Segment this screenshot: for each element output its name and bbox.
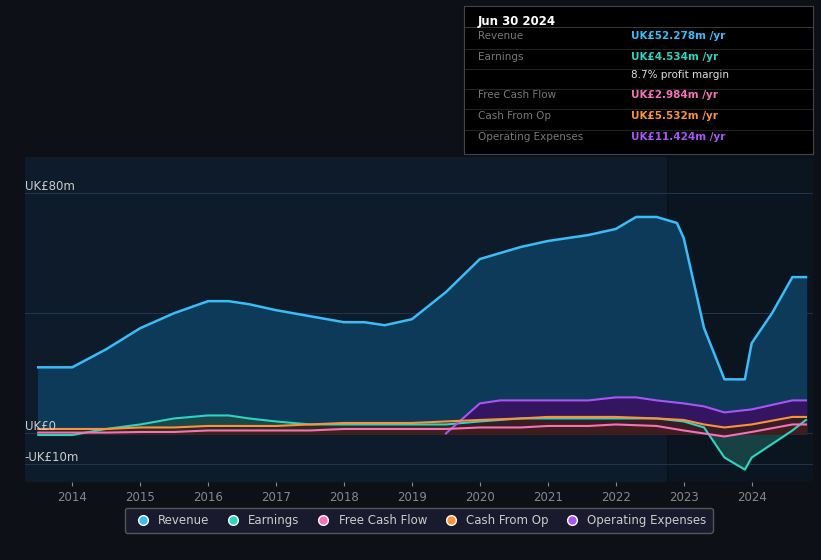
Text: UK£2.984m /yr: UK£2.984m /yr xyxy=(631,90,718,100)
Text: UK£52.278m /yr: UK£52.278m /yr xyxy=(631,31,726,41)
Text: Free Cash Flow: Free Cash Flow xyxy=(478,90,556,100)
Legend: Revenue, Earnings, Free Cash Flow, Cash From Op, Operating Expenses: Revenue, Earnings, Free Cash Flow, Cash … xyxy=(125,508,713,533)
Text: UK£11.424m /yr: UK£11.424m /yr xyxy=(631,132,726,142)
Text: 8.7% profit margin: 8.7% profit margin xyxy=(631,70,729,80)
Text: Revenue: Revenue xyxy=(478,31,523,41)
Text: Jun 30 2024: Jun 30 2024 xyxy=(478,15,556,27)
Text: Operating Expenses: Operating Expenses xyxy=(478,132,583,142)
Text: UK£4.534m /yr: UK£4.534m /yr xyxy=(631,52,718,62)
Text: Cash From Op: Cash From Op xyxy=(478,111,551,121)
Text: UK£0: UK£0 xyxy=(25,421,56,433)
Text: -UK£10m: -UK£10m xyxy=(25,451,79,464)
Text: UK£80m: UK£80m xyxy=(25,180,75,193)
Bar xyxy=(667,157,813,482)
Text: Earnings: Earnings xyxy=(478,52,523,62)
Text: UK£5.532m /yr: UK£5.532m /yr xyxy=(631,111,718,121)
